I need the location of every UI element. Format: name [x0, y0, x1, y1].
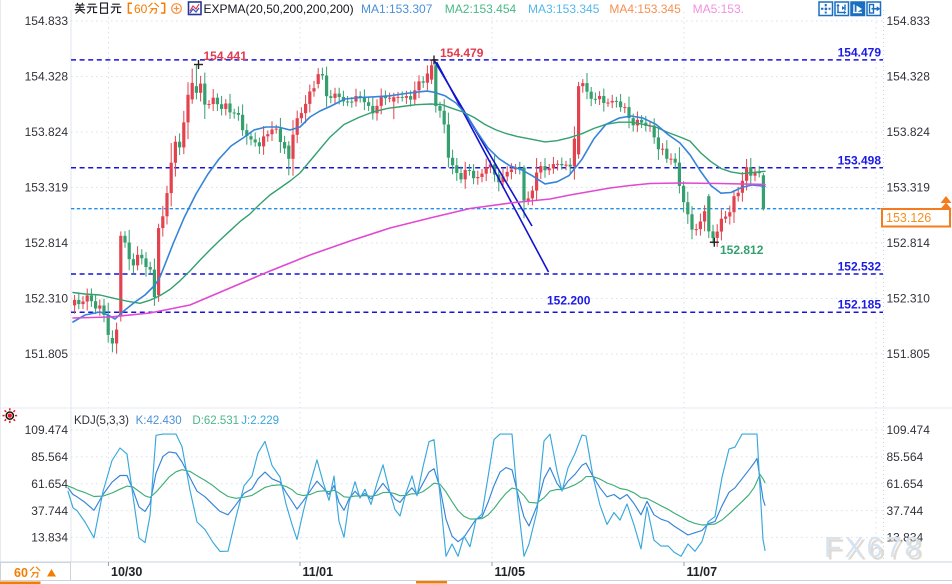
svg-text:11/07: 11/07 [687, 565, 718, 579]
svg-text:153.126: 153.126 [886, 211, 931, 225]
svg-text:154.479: 154.479 [440, 46, 484, 60]
svg-text:85.564: 85.564 [31, 450, 68, 464]
svg-text:151.805: 151.805 [25, 347, 69, 361]
svg-text:J:2.229: J:2.229 [241, 415, 279, 427]
svg-text:152.185: 152.185 [838, 298, 882, 312]
svg-text:153.319: 153.319 [25, 181, 69, 195]
svg-text:154.328: 154.328 [887, 70, 931, 84]
svg-text:152.310: 152.310 [887, 292, 931, 306]
svg-text:MA4:153.345: MA4:153.345 [609, 2, 681, 16]
svg-text:FX678: FX678 [824, 532, 923, 564]
svg-text:152.532: 152.532 [838, 260, 882, 274]
svg-text:EXPMA(20,50,200,200,200): EXPMA(20,50,200,200,200) [204, 2, 354, 16]
svg-text:37.744: 37.744 [31, 504, 68, 518]
svg-text:60: 60 [14, 566, 28, 580]
svg-text:152.814: 152.814 [25, 236, 69, 250]
svg-text:152.310: 152.310 [25, 292, 69, 306]
svg-text:11/05: 11/05 [495, 565, 526, 579]
svg-text:60: 60 [134, 2, 148, 16]
svg-text:FX678: FX678 [827, 535, 926, 567]
svg-text:MA3:153.345: MA3:153.345 [528, 2, 600, 16]
svg-text:61.654: 61.654 [31, 477, 68, 491]
svg-text:153.498: 153.498 [838, 153, 882, 167]
svg-text:85.564: 85.564 [887, 450, 924, 464]
svg-text:153.824: 153.824 [25, 125, 69, 139]
svg-text:152.200: 152.200 [547, 294, 591, 308]
svg-text:D:62.531: D:62.531 [192, 415, 239, 427]
svg-text:K:42.430: K:42.430 [136, 415, 182, 427]
svg-text:154.328: 154.328 [25, 70, 69, 84]
svg-text:MA1:153.307: MA1:153.307 [361, 2, 433, 16]
svg-text:153.319: 153.319 [887, 181, 931, 195]
svg-text:152.814: 152.814 [887, 236, 931, 250]
svg-text:154.441: 154.441 [204, 49, 248, 63]
svg-text:154.833: 154.833 [25, 14, 69, 28]
svg-text:MA2:153.454: MA2:153.454 [445, 2, 517, 16]
svg-text:152.812: 152.812 [720, 243, 764, 257]
svg-text:109.474: 109.474 [887, 423, 931, 437]
svg-text:153.824: 153.824 [887, 125, 931, 139]
svg-text:10/30: 10/30 [111, 565, 142, 579]
svg-text:154.479: 154.479 [838, 45, 882, 59]
svg-text:109.474: 109.474 [25, 423, 69, 437]
svg-text:154.833: 154.833 [887, 14, 931, 28]
svg-text:MA5:153.: MA5:153. [693, 2, 744, 16]
svg-text:13.834: 13.834 [31, 531, 68, 545]
svg-text:61.654: 61.654 [887, 477, 924, 491]
svg-text:13.834: 13.834 [887, 531, 924, 545]
svg-text:KDJ(5,3,3): KDJ(5,3,3) [74, 415, 129, 427]
svg-text:151.805: 151.805 [887, 347, 931, 361]
svg-text:37.744: 37.744 [887, 504, 924, 518]
svg-text:11/01: 11/01 [303, 565, 334, 579]
